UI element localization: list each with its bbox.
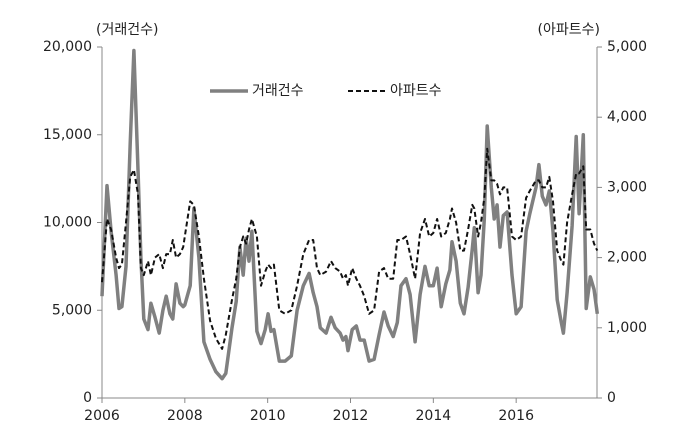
x-tick-label: 2014	[416, 408, 452, 424]
y-tick-label: 5,000	[52, 302, 92, 318]
y2-tick-label: 0	[607, 390, 616, 406]
y-axis-title: (거래건수)	[96, 22, 158, 38]
y2-tick-label: 1,000	[607, 320, 647, 336]
y-tick-label: 10,000	[43, 215, 92, 231]
x-tick-label: 2006	[84, 408, 120, 424]
legend-label: 아파트수	[390, 83, 442, 99]
y2-tick-label: 4,000	[607, 109, 647, 125]
x-tick-label: 2012	[333, 408, 369, 424]
y-tick-label: 0	[83, 390, 92, 406]
y-tick-label: 15,000	[43, 127, 92, 143]
data-line	[101, 147, 599, 350]
y2-tick-label: 5,000	[607, 39, 647, 55]
y2-tick-label: 3,000	[607, 179, 647, 195]
x-tick-label: 2010	[250, 408, 286, 424]
y-tick-label: 20,000	[43, 39, 92, 55]
x-tick-label: 2016	[498, 408, 534, 424]
y2-tick-label: 2,000	[607, 250, 647, 266]
legend-label: 거래건수	[252, 83, 304, 99]
x-tick-label: 2008	[167, 408, 203, 424]
data-line	[100, 48, 600, 381]
y2-axis-title: (아파트수)	[538, 22, 600, 38]
